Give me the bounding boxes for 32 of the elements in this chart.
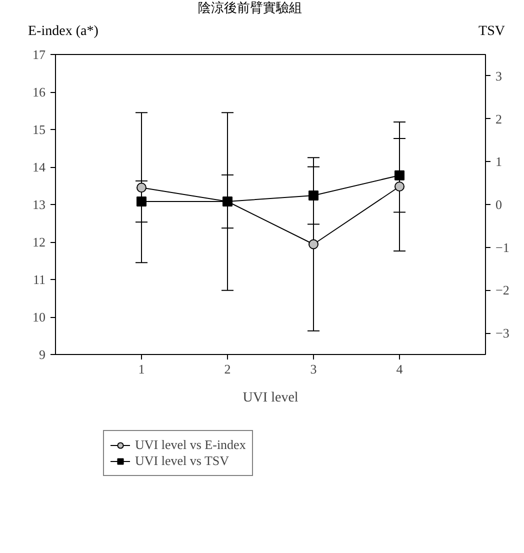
y-tick-label: 15 <box>32 122 46 137</box>
y-tick-label: 9 <box>39 347 46 362</box>
point <box>308 239 318 250</box>
x-tick-label: 3 <box>310 362 317 376</box>
y-tick-label: 12 <box>32 234 46 250</box>
y-tick-label: 11 <box>32 272 46 287</box>
y2-tick-label: 1 <box>496 154 502 170</box>
x-tick-label: 1 <box>138 362 145 376</box>
legend-label: UVI level vs TSV <box>135 453 230 469</box>
y-tick-label: 10 <box>32 310 46 324</box>
y-axis-title: E-index (a*) <box>28 23 98 41</box>
y2-tick-label: −1 <box>496 240 510 255</box>
y-tick-label: 17 <box>32 47 46 62</box>
y2-tick-label: −3 <box>496 326 510 341</box>
legend-label: UVI level vs E-index <box>135 437 246 453</box>
y-tick-label: 14 <box>32 160 46 174</box>
y2-axis-title: TSV <box>478 23 505 41</box>
y-tick-label: 13 <box>32 197 46 212</box>
y2-tick-label: 3 <box>496 68 502 84</box>
x-tick-label: 2 <box>224 362 231 376</box>
point <box>394 182 404 192</box>
point <box>394 170 404 180</box>
x-axis-title: UVI level <box>242 390 298 406</box>
chart-title: 陰涼後前臂實驗組 <box>197 0 303 18</box>
point <box>308 190 318 200</box>
y2-tick-label: −2 <box>496 282 510 298</box>
y2-tick-label: 2 <box>496 111 502 126</box>
point <box>136 182 146 193</box>
y2-tick-label: 0 <box>496 197 502 212</box>
y-tick-label: 16 <box>32 84 46 100</box>
x-tick-label: 4 <box>396 362 404 376</box>
point <box>136 196 146 206</box>
